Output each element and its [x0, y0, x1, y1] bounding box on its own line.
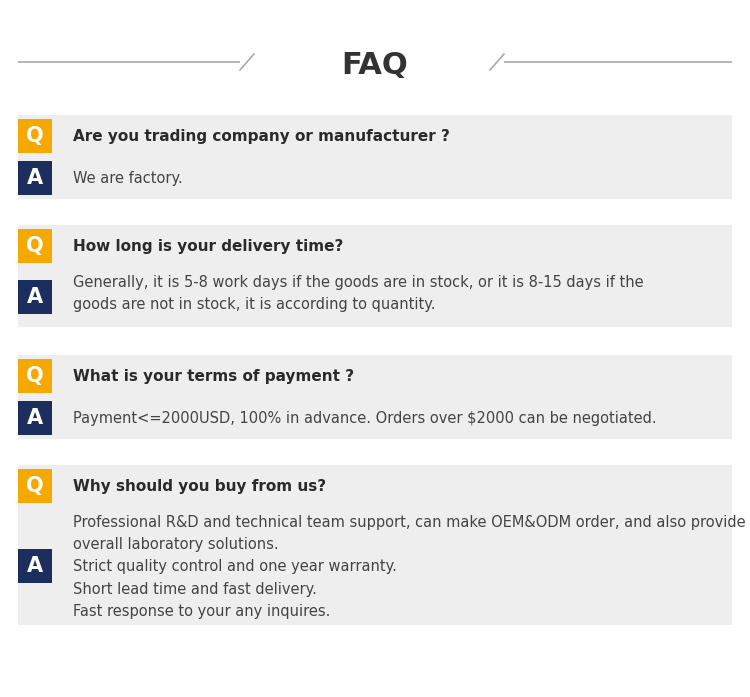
Text: A: A	[27, 556, 43, 576]
Text: What is your terms of payment ?: What is your terms of payment ?	[73, 369, 354, 383]
FancyBboxPatch shape	[18, 355, 732, 397]
FancyBboxPatch shape	[18, 359, 52, 393]
FancyBboxPatch shape	[18, 465, 732, 507]
Text: Generally, it is 5-8 work days if the goods are in stock, or it is 8-15 days if : Generally, it is 5-8 work days if the go…	[73, 275, 644, 312]
Text: A: A	[27, 287, 43, 307]
Text: Q: Q	[26, 476, 44, 496]
FancyBboxPatch shape	[18, 469, 52, 503]
FancyBboxPatch shape	[18, 280, 52, 314]
Text: Q: Q	[26, 126, 44, 146]
FancyBboxPatch shape	[18, 401, 52, 435]
FancyBboxPatch shape	[18, 157, 732, 199]
FancyBboxPatch shape	[18, 549, 52, 583]
Text: Are you trading company or manufacturer ?: Are you trading company or manufacturer …	[73, 128, 450, 144]
FancyBboxPatch shape	[18, 229, 52, 263]
FancyBboxPatch shape	[18, 115, 732, 157]
Text: Why should you buy from us?: Why should you buy from us?	[73, 479, 326, 493]
Text: A: A	[27, 408, 43, 428]
FancyBboxPatch shape	[18, 119, 52, 153]
FancyBboxPatch shape	[18, 507, 732, 625]
FancyBboxPatch shape	[18, 397, 732, 439]
FancyBboxPatch shape	[18, 267, 732, 327]
Text: Payment<=2000USD, 100% in advance. Orders over $2000 can be negotiated.: Payment<=2000USD, 100% in advance. Order…	[73, 411, 657, 425]
Text: FAQ: FAQ	[341, 52, 408, 80]
Text: We are factory.: We are factory.	[73, 171, 183, 185]
FancyBboxPatch shape	[18, 225, 732, 267]
Text: Professional R&D and technical team support, can make OEM&ODM order, and also pr: Professional R&D and technical team supp…	[73, 515, 746, 619]
FancyBboxPatch shape	[18, 161, 52, 195]
Text: A: A	[27, 168, 43, 188]
Text: How long is your delivery time?: How long is your delivery time?	[73, 238, 344, 254]
Text: Q: Q	[26, 236, 44, 256]
Text: Q: Q	[26, 366, 44, 386]
